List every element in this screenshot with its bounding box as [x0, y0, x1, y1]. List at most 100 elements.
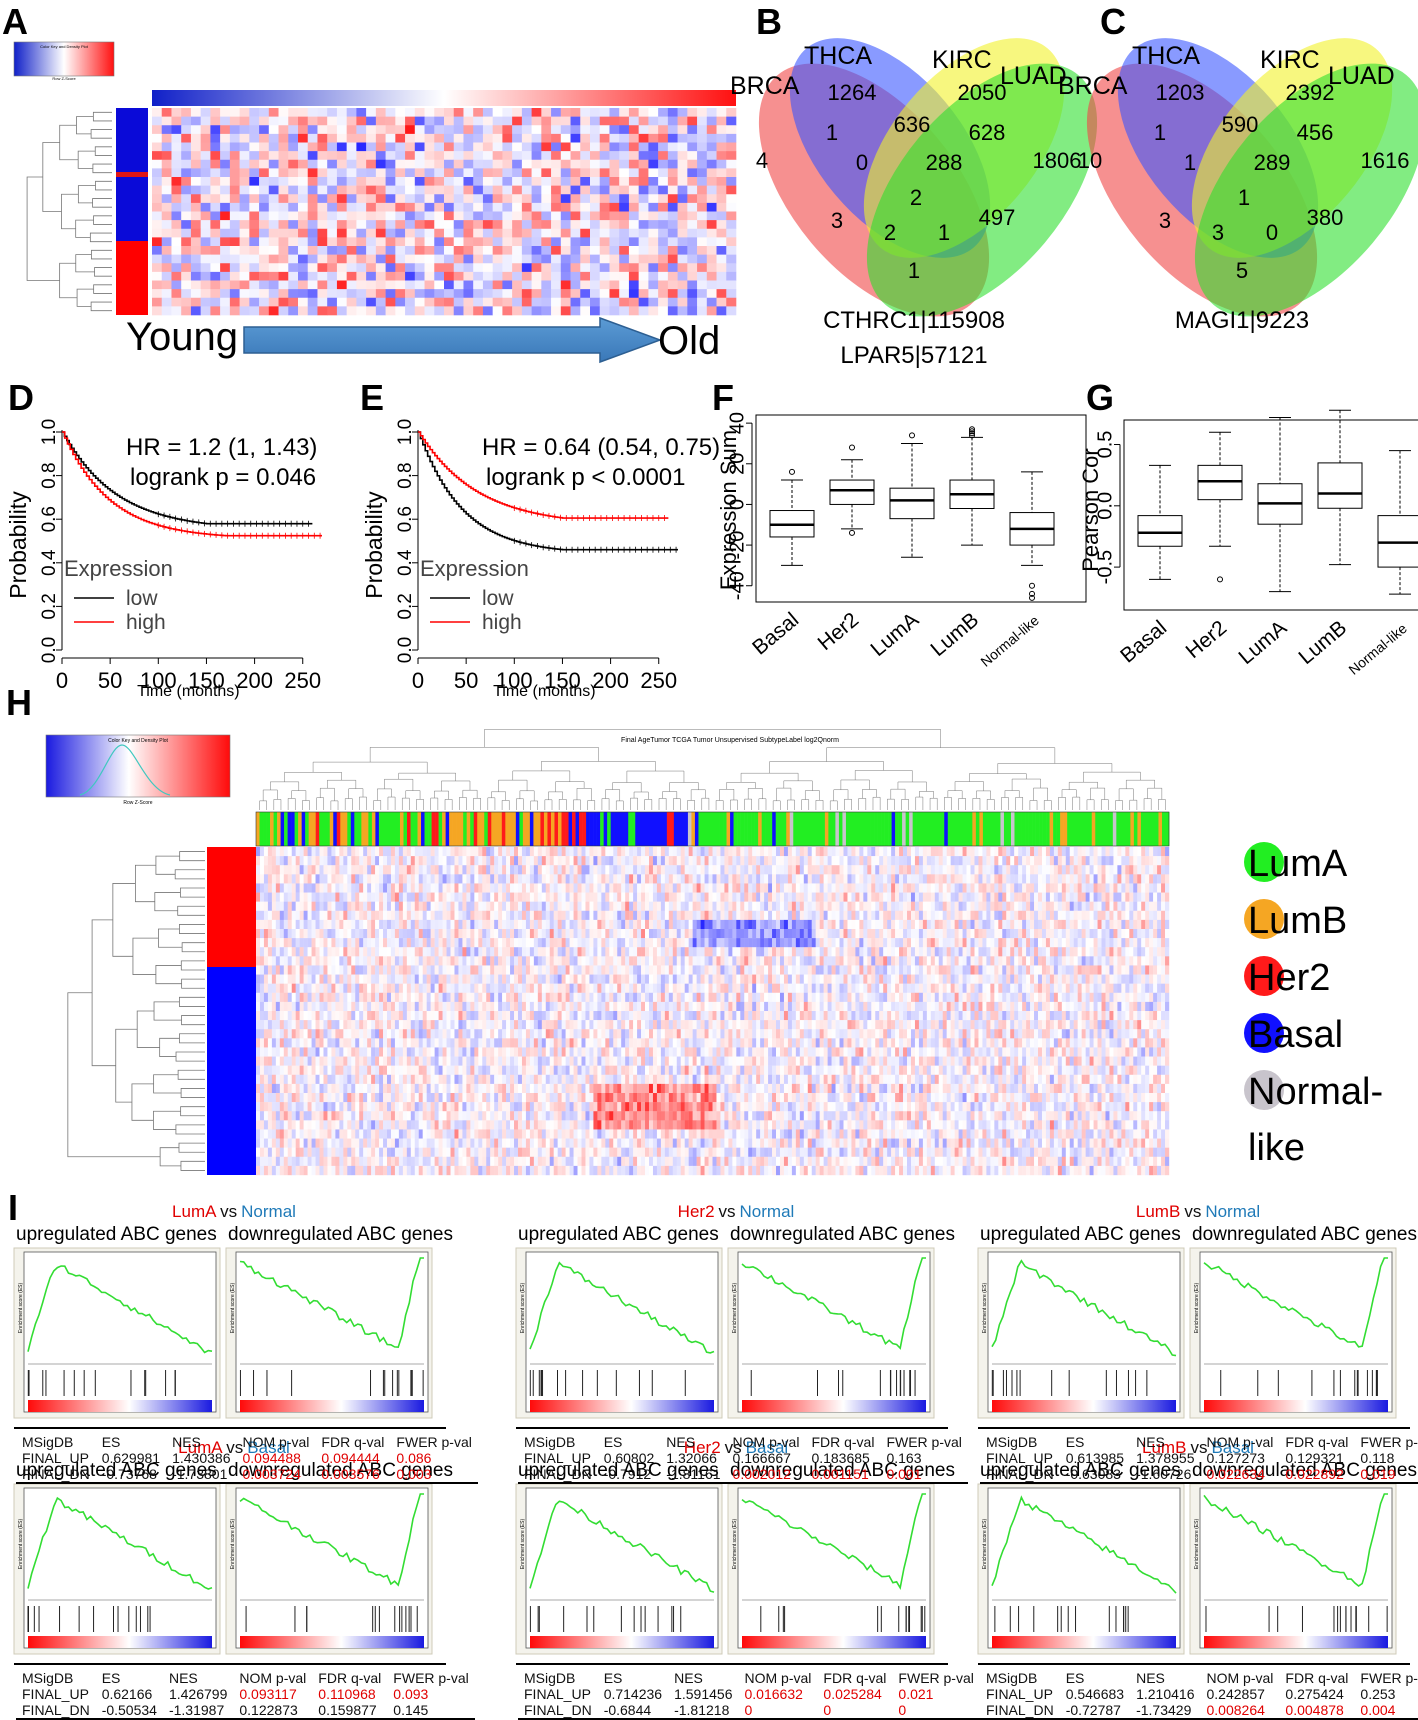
heatmap-h-cell — [510, 929, 514, 938]
heatmap-h-cell — [978, 947, 982, 956]
heatmap-h-cell — [407, 911, 411, 920]
heatmap-h-cell — [316, 856, 320, 865]
heatmap-h-cell — [550, 947, 554, 956]
heatmap-h-cell — [312, 847, 316, 856]
heatmap-a-cell — [317, 203, 327, 212]
heatmap-h-cell — [1102, 911, 1106, 920]
heatmap-h-cell — [967, 920, 971, 929]
heatmap-a-cell — [580, 194, 590, 203]
heatmap-a-cell — [259, 143, 269, 152]
heatmap-h-cell — [1022, 893, 1026, 902]
heatmap-h-cell — [776, 893, 780, 902]
heatmap-h-cell — [625, 865, 629, 874]
heatmap-h-cell — [1113, 902, 1117, 911]
heatmap-h-cell — [268, 902, 272, 911]
heatmap-h-cell — [768, 893, 772, 902]
heatmap-a-cell — [269, 134, 279, 143]
dendrogram-h-branch — [1119, 789, 1133, 801]
heatmap-h-cell — [1038, 874, 1042, 883]
heatmap-a-cell — [415, 212, 425, 221]
heatmap-a-cell — [288, 281, 298, 290]
heatmap-h-cell — [986, 929, 990, 938]
heatmap-h-cell — [939, 856, 943, 865]
subtype-bar-cell — [411, 812, 415, 846]
heatmap-h-cell — [1133, 938, 1137, 947]
heatmap-h-cell — [403, 911, 407, 920]
heatmap-h-cell — [740, 938, 744, 947]
heatmap-h-cell — [578, 893, 582, 902]
heatmap-h-cell — [486, 947, 490, 956]
heatmap-a-cell — [201, 186, 211, 195]
box-outlier — [910, 433, 915, 438]
heatmap-a-cell — [191, 143, 201, 152]
dendrogram-h-branch — [759, 799, 766, 810]
heatmap-a-cell — [629, 255, 639, 264]
heatmap-a-cell — [298, 289, 308, 298]
heatmap-h-cell — [855, 920, 859, 929]
heatmap-a-cell — [249, 134, 259, 143]
heatmap-h-cell — [824, 847, 828, 856]
heatmap-h-cell — [1058, 865, 1062, 874]
heatmap-h-cell — [451, 902, 455, 911]
heatmap-a-cell — [181, 168, 191, 177]
heatmap-h-cell — [828, 902, 832, 911]
heatmap-h-cell — [264, 865, 268, 874]
heatmap-a-cell — [551, 160, 561, 169]
heatmap-h-cell — [963, 920, 967, 929]
heatmap-a-cell — [415, 108, 425, 117]
heatmap-h-cell — [439, 929, 443, 938]
heatmap-a-cell — [434, 186, 444, 195]
heatmap-a-cell — [279, 186, 289, 195]
subtype-bar-cell — [748, 812, 752, 846]
heatmap-h-cell — [359, 920, 363, 929]
heatmap-a-cell — [366, 203, 376, 212]
heatmap-h-cell — [486, 856, 490, 865]
heatmap-h-cell — [689, 856, 693, 865]
heatmap-h-cell — [403, 947, 407, 956]
heatmap-a-cell — [191, 298, 201, 307]
subtype-bar-cell — [618, 812, 622, 846]
heatmap-h-cell — [466, 865, 470, 874]
heatmap-h-cell — [550, 902, 554, 911]
heatmap-a-cell — [279, 203, 289, 212]
heatmap-h-cell — [466, 874, 470, 883]
heatmap-h-cell — [320, 911, 324, 920]
heatmap-h-cell — [498, 911, 502, 920]
heatmap-a-cell — [687, 117, 697, 126]
heatmap-h-cell — [1006, 865, 1010, 874]
heatmap-h-cell — [796, 929, 800, 938]
heatmap-h-cell — [514, 902, 518, 911]
heatmap-h-cell — [371, 920, 375, 929]
subtype-bar-cell — [498, 812, 502, 846]
heatmap-h-cell — [701, 893, 705, 902]
heatmap-h-cell — [732, 893, 736, 902]
subtype-bar-cell — [467, 812, 471, 846]
heatmap-h-cell — [653, 902, 657, 911]
heatmap-h-cell — [855, 856, 859, 865]
heatmap-a-cell — [522, 246, 532, 255]
heatmap-h-cell — [931, 874, 935, 883]
heatmap-h-cell — [978, 911, 982, 920]
heatmap-h-cell — [673, 856, 677, 865]
heatmap-h-cell — [1034, 947, 1038, 956]
heatmap-a-cell — [201, 160, 211, 169]
heatmap-h-cell — [582, 847, 586, 856]
subtype-bar-cell — [446, 812, 450, 846]
heatmap-a-cell — [317, 143, 327, 152]
heatmap-h-cell — [899, 920, 903, 929]
heatmap-h-cell — [256, 911, 260, 920]
heatmap-a-cell — [376, 281, 386, 290]
heatmap-h-cell — [724, 938, 728, 947]
heatmap-h-cell — [593, 874, 597, 883]
heatmap-a-cell — [152, 186, 162, 195]
heatmap-a-cell — [171, 143, 181, 152]
subtype-bar-cell — [1064, 812, 1068, 846]
subtype-bar-cell — [519, 812, 523, 846]
heatmap-a-cell — [279, 168, 289, 177]
heatmap-a-cell — [240, 168, 250, 177]
heatmap-h-cell — [951, 911, 955, 920]
heatmap-a-cell — [600, 212, 610, 221]
dendrogram-h-branch — [773, 801, 780, 810]
heatmap-a-cell — [298, 272, 308, 281]
heatmap-h-cell — [522, 938, 526, 947]
